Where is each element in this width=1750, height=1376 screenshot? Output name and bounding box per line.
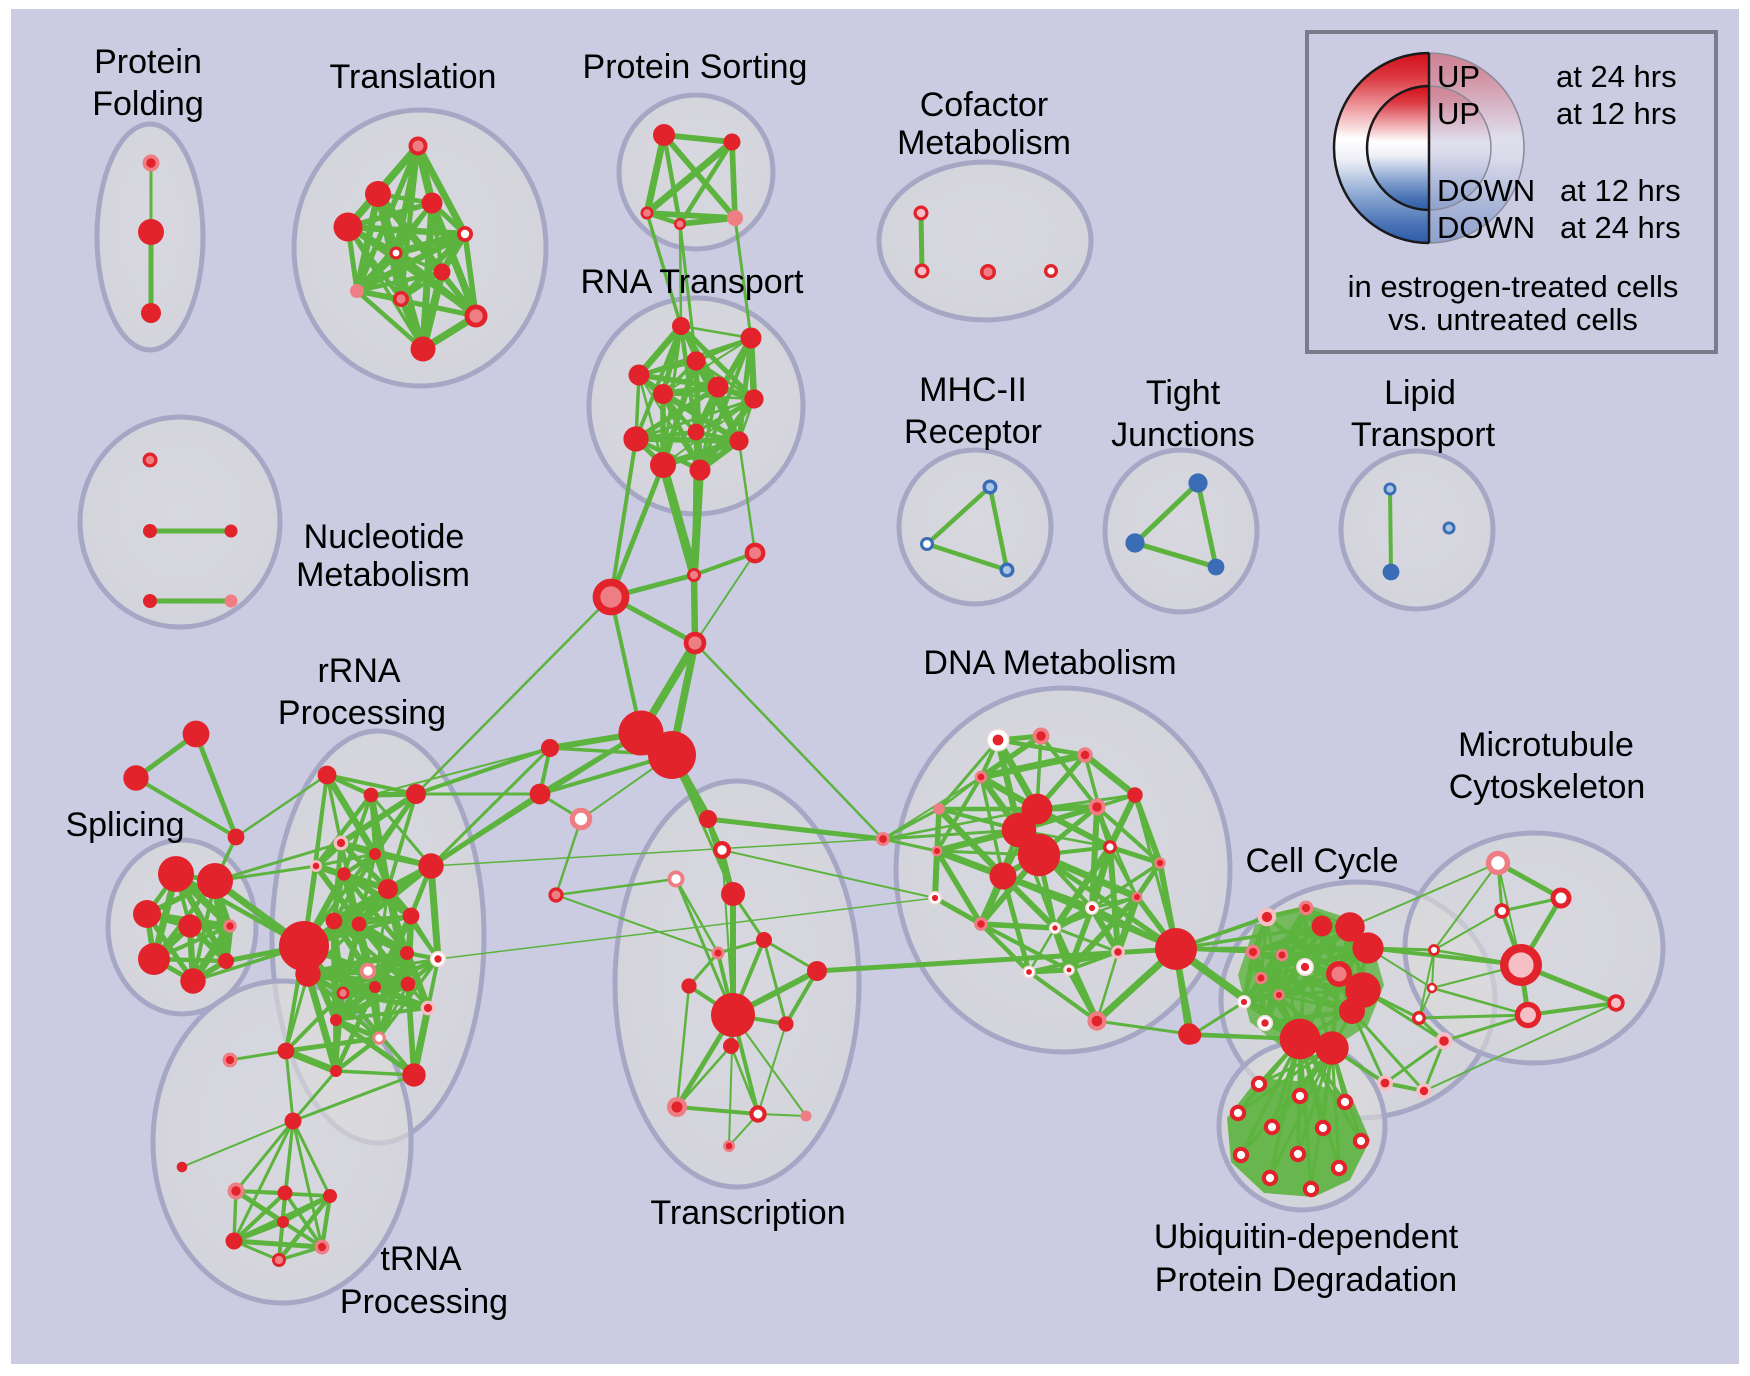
- svg-text:DOWN: DOWN: [1437, 173, 1535, 208]
- svg-text:Folding: Folding: [92, 85, 204, 123]
- svg-text:Ubiquitin-dependent: Ubiquitin-dependent: [1154, 1218, 1459, 1256]
- svg-text:RNA Transport: RNA Transport: [581, 263, 805, 301]
- svg-text:Metabolism: Metabolism: [897, 124, 1071, 162]
- svg-text:Protein: Protein: [94, 43, 202, 81]
- svg-text:Nucleotide: Nucleotide: [304, 518, 465, 556]
- svg-text:MHC-II: MHC-II: [919, 371, 1027, 409]
- svg-text:rRNA: rRNA: [317, 652, 400, 690]
- svg-text:Junctions: Junctions: [1111, 416, 1255, 454]
- svg-text:Protein Sorting: Protein Sorting: [583, 48, 808, 86]
- svg-text:at 24 hrs: at 24 hrs: [1556, 59, 1677, 94]
- svg-text:Lipid: Lipid: [1384, 374, 1456, 412]
- svg-text:Transcription: Transcription: [650, 1194, 845, 1232]
- svg-text:in estrogen-treated cells: in estrogen-treated cells: [1348, 269, 1679, 304]
- svg-text:Microtubule: Microtubule: [1458, 726, 1634, 764]
- svg-text:Cofactor: Cofactor: [920, 86, 1049, 124]
- svg-text:Cell Cycle: Cell Cycle: [1245, 842, 1398, 880]
- svg-text:Protein Degradation: Protein Degradation: [1155, 1261, 1457, 1299]
- svg-text:Transport: Transport: [1351, 416, 1496, 454]
- svg-text:DOWN: DOWN: [1437, 210, 1535, 245]
- svg-text:vs. untreated cells: vs. untreated cells: [1388, 302, 1638, 337]
- svg-text:Processing: Processing: [278, 694, 446, 732]
- svg-text:UP: UP: [1437, 96, 1480, 131]
- svg-text:tRNA: tRNA: [380, 1240, 462, 1278]
- svg-text:Receptor: Receptor: [904, 413, 1042, 451]
- svg-text:Splicing: Splicing: [65, 806, 184, 844]
- svg-text:UP: UP: [1437, 59, 1480, 94]
- svg-text:at 24 hrs: at 24 hrs: [1560, 210, 1681, 245]
- svg-text:Translation: Translation: [330, 58, 497, 96]
- svg-text:Metabolism: Metabolism: [296, 556, 470, 594]
- svg-text:DNA Metabolism: DNA Metabolism: [923, 644, 1176, 682]
- svg-text:Cytoskeleton: Cytoskeleton: [1449, 768, 1646, 806]
- svg-text:Tight: Tight: [1146, 374, 1221, 412]
- svg-text:Processing: Processing: [340, 1283, 508, 1321]
- svg-text:at 12 hrs: at 12 hrs: [1556, 96, 1677, 131]
- svg-text:at 12 hrs: at 12 hrs: [1560, 173, 1681, 208]
